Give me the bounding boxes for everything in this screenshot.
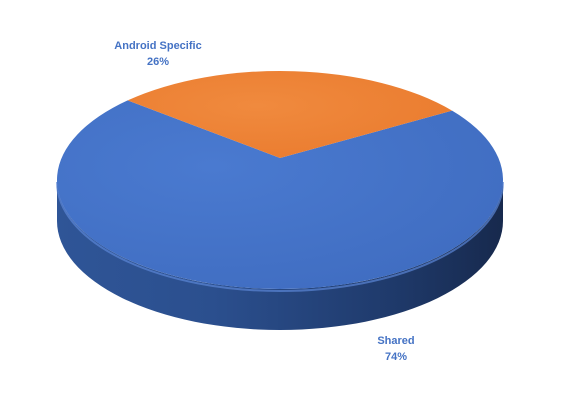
data-label-value-android-specific: 26% [147,56,169,68]
data-label-name-android-specific: Android Specific [114,40,201,52]
pie-rim-highlight [56,181,504,292]
data-label-value-shared: 74% [385,351,407,363]
pie-slice-shared [57,100,504,289]
pie-slice-android-specific [127,70,453,158]
pie-side-wall-shared [57,180,503,330]
data-label-name-shared: Shared [377,335,414,347]
